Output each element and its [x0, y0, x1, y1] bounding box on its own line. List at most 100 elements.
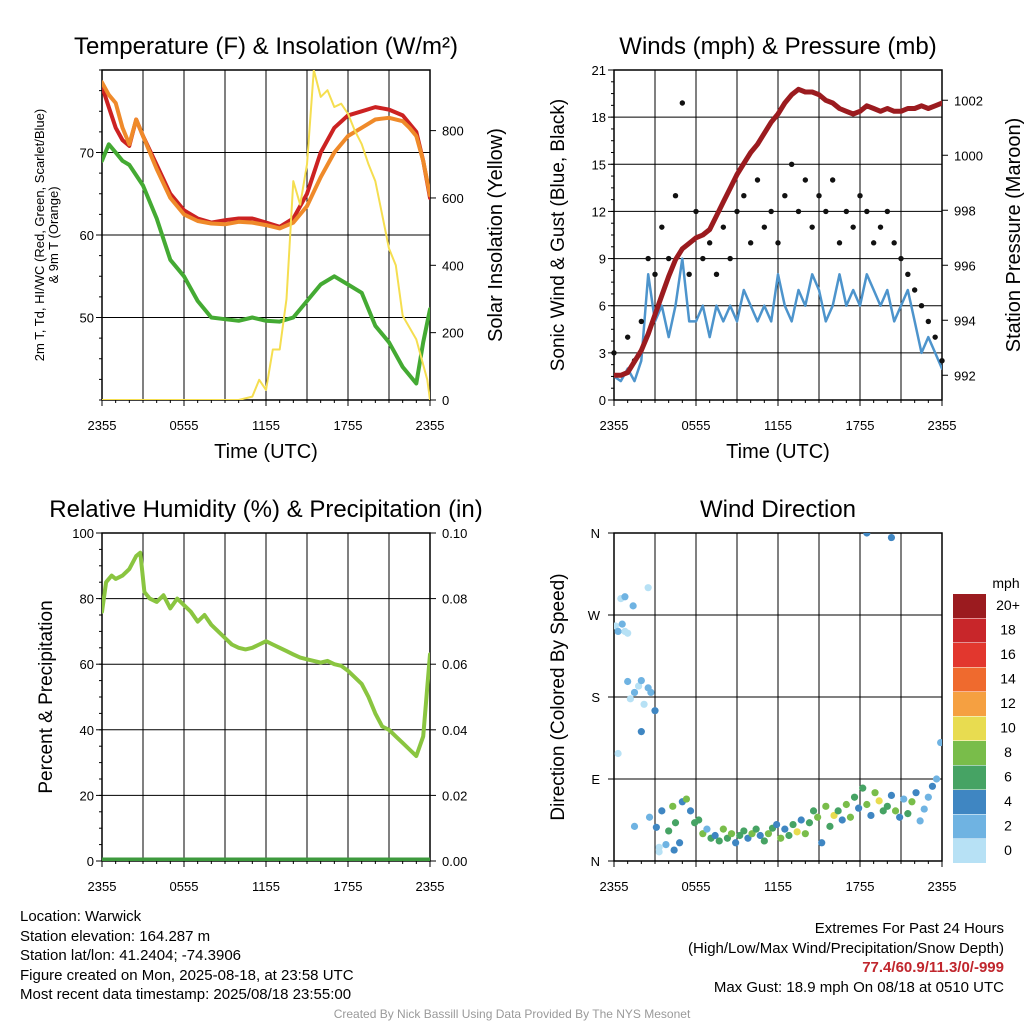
- wind-direction-point: [904, 810, 912, 818]
- wind-direction-point: [647, 688, 655, 697]
- wind-direction-point: [665, 827, 673, 835]
- p1-y-tick-label: 60: [80, 228, 94, 243]
- p4-y-axis-label: Direction (Colored By Speed): [548, 573, 569, 820]
- colorbar-label: 0: [1004, 842, 1012, 858]
- gust-point: [795, 208, 802, 215]
- wind-direction-point: [752, 825, 760, 833]
- gust-point: [665, 255, 672, 262]
- p1-2m-td-line: [102, 142, 430, 386]
- gust-point: [939, 358, 945, 364]
- wind-direction-point: [719, 825, 727, 833]
- colorbar-label: 16: [1000, 646, 1016, 662]
- p4-wind-direction-group: [614, 533, 942, 856]
- gust-point: [693, 208, 699, 215]
- p3-y2-tick-label: 0.02: [442, 788, 467, 803]
- colorbar-label: 14: [1000, 671, 1016, 687]
- wind-direction-point: [682, 795, 691, 803]
- colorbar-label: 8: [1004, 744, 1012, 760]
- p2-x-tick-label: 1755: [846, 418, 875, 433]
- p1-9m-t-line: [102, 80, 430, 231]
- wind-direction-point: [635, 682, 643, 690]
- wind-direction-point: [863, 533, 871, 537]
- gust-point: [734, 208, 740, 215]
- colorbar-label: 12: [1000, 695, 1016, 711]
- wind-direction-point: [789, 820, 797, 829]
- p2-y-tick-label: 0: [599, 393, 606, 408]
- wind-direction-point: [855, 804, 863, 812]
- p3-x-tick-label: 2355: [416, 879, 445, 894]
- gust-point: [877, 224, 884, 230]
- wind-direction-point: [908, 798, 916, 806]
- gust-point: [775, 240, 781, 246]
- wind-direction-point: [671, 819, 680, 827]
- station-elevation: Station elevation: 164.287 m: [20, 927, 211, 945]
- gust-point: [761, 224, 768, 230]
- p1-y2-tick-label: 200: [442, 326, 464, 341]
- p2-y2-tick-label: 1000: [954, 148, 983, 163]
- p1-y2-tick-label: 800: [442, 124, 464, 139]
- p1-y2-tick-label: 600: [442, 191, 464, 206]
- colorbar-swatch: [953, 618, 986, 643]
- wind-direction-point: [686, 807, 695, 815]
- colorbar-label: 4: [1004, 793, 1012, 809]
- wind-direction-point: [764, 830, 773, 838]
- wind-direction-point: [637, 728, 645, 736]
- p2-y-tick-label: 6: [599, 299, 606, 314]
- p3-y2-tick-label: 0.06: [442, 657, 467, 672]
- p4-y-tick-label: N: [591, 526, 600, 541]
- p2-y2-tick-label: 996: [954, 258, 976, 273]
- p3-x-tick-label: 0555: [170, 879, 199, 894]
- gust-point: [905, 271, 911, 277]
- gust-point: [624, 334, 631, 340]
- wind-direction-point: [630, 688, 639, 697]
- p4-x-tick-label: 1755: [846, 879, 875, 894]
- p1-chart-title: Temperature (F) & Insolation (W/m²): [74, 33, 458, 60]
- most-recent-timestamp: Most recent data timestamp: 2025/08/18 2…: [20, 986, 352, 1003]
- wind-direction-point: [621, 593, 629, 601]
- colorbar-swatch: [953, 643, 986, 667]
- gust-point: [925, 318, 932, 325]
- p2-y-tick-label: 9: [599, 252, 606, 267]
- gust-point: [645, 255, 651, 262]
- wind-direction-point: [805, 819, 814, 827]
- wind-direction-point: [727, 830, 736, 838]
- wind-direction-point: [658, 807, 666, 815]
- gust-point: [768, 208, 774, 215]
- p3-y-tick-label: 80: [80, 592, 94, 607]
- wind-direction-point: [630, 822, 639, 830]
- wind-direction-point: [644, 584, 652, 592]
- wind-direction-point: [614, 622, 619, 630]
- p2-x-tick-label: 2355: [600, 418, 629, 433]
- p4-x-tick-label: 2355: [600, 879, 629, 894]
- p4-y-tick-label: N: [591, 854, 600, 869]
- p3-y2-tick-label: 0.10: [442, 526, 467, 541]
- wind-direction-point: [842, 800, 850, 809]
- gust-point: [857, 193, 863, 199]
- p2-chart-title: Winds (mph) & Pressure (mb): [619, 33, 936, 60]
- colorbar-swatch: [953, 594, 986, 618]
- p4-y-tick-label: W: [588, 608, 601, 623]
- wind-direction-point: [645, 813, 654, 821]
- wind-direction-point: [626, 695, 635, 703]
- colorbar-swatch: [953, 839, 986, 863]
- p3-y-tick-label: 40: [80, 723, 94, 738]
- extremes-info: Extremes For Past 24 Hours (High/Low/Max…: [688, 919, 1004, 997]
- wind-direction-point: [624, 629, 632, 637]
- gust-point: [611, 350, 617, 356]
- wind-direction-point: [871, 789, 879, 797]
- p2-gust-group: [611, 100, 945, 364]
- wind-direction-point: [637, 677, 645, 685]
- gust-point: [713, 271, 720, 277]
- wind-direction-point: [760, 837, 768, 845]
- p2-station-pressure-line: [614, 86, 942, 378]
- wind-direction-point: [614, 749, 622, 758]
- p2-y2-tick-label: 1002: [954, 93, 983, 108]
- colorbar-swatch: [953, 667, 986, 692]
- wind-direction-point: [781, 825, 789, 833]
- p4-y-tick-label: E: [591, 772, 600, 787]
- wind-direction-point: [756, 831, 764, 840]
- wind-direction-point: [863, 800, 871, 809]
- p2-y2-axis-label: Station Pressure (Maroon): [1003, 118, 1024, 353]
- wind-direction-point: [669, 802, 677, 810]
- wind-direction-point: [887, 791, 896, 800]
